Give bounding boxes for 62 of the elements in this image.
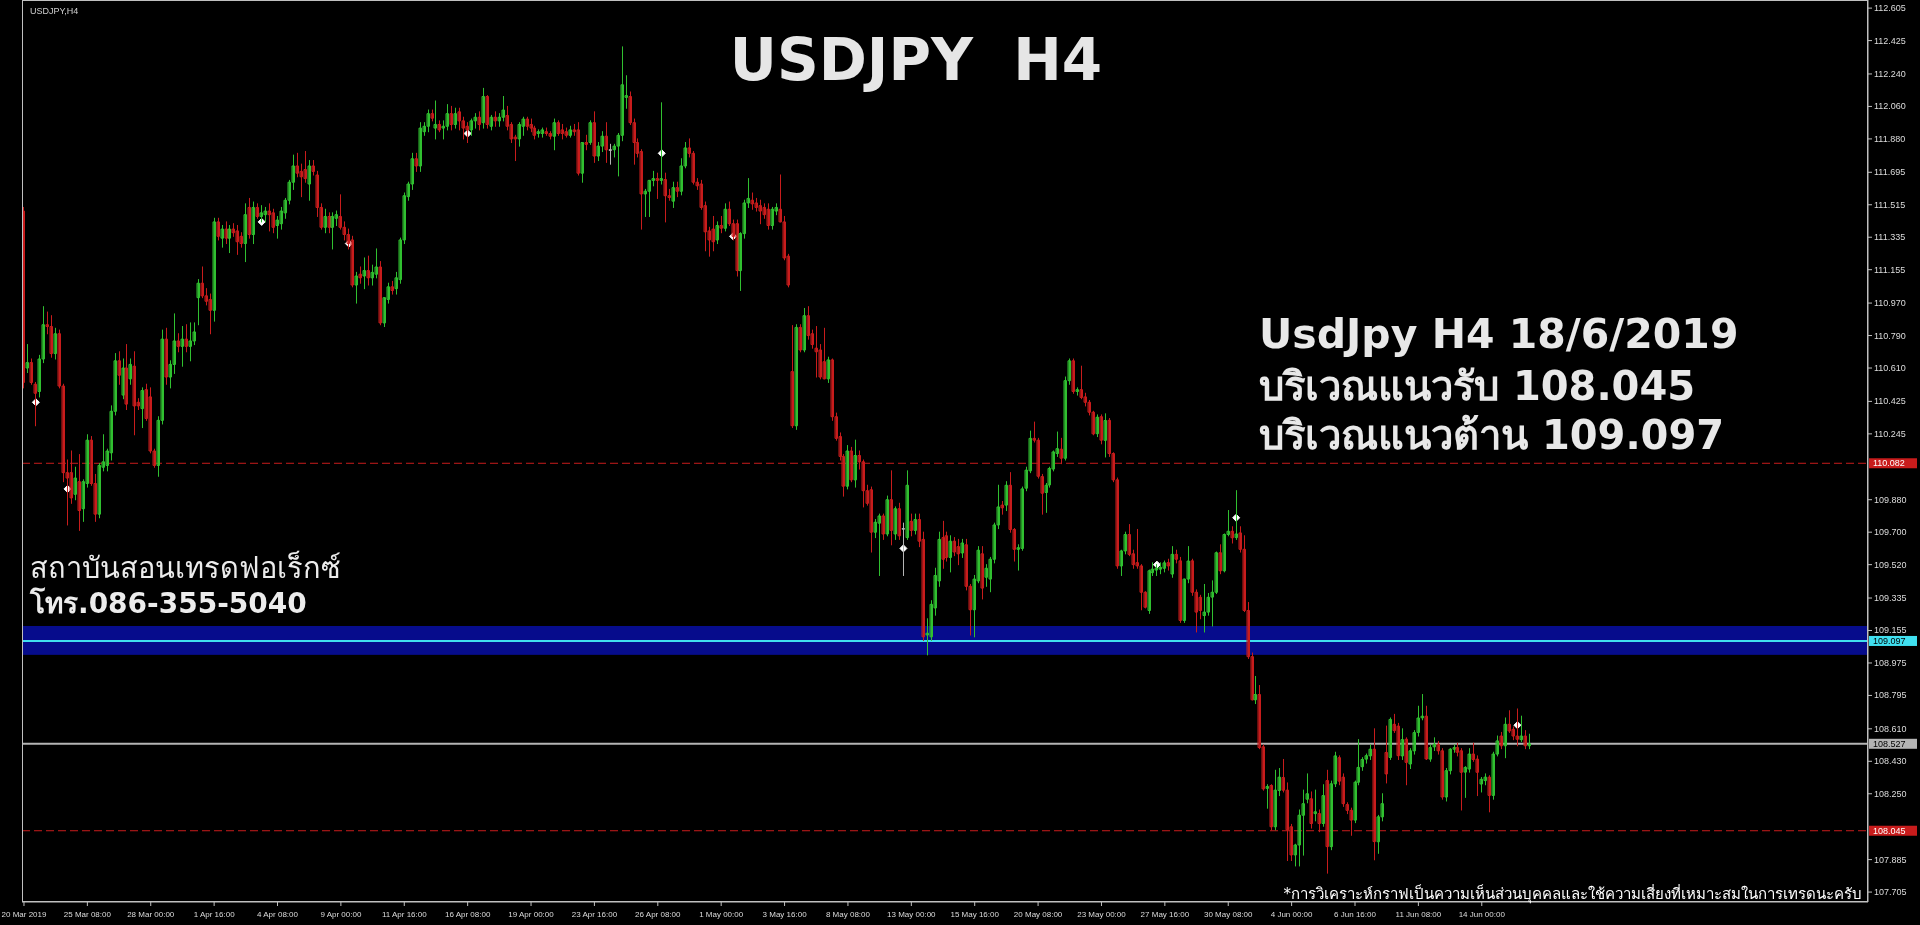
y-tick-label: 109.520	[1874, 559, 1907, 570]
ref-line-label: 108.045	[1873, 825, 1906, 836]
ref-line-label: 109.097	[1873, 635, 1906, 646]
x-tick-label: 23 May 00:00	[1077, 910, 1126, 919]
ref-line-label: 110.082	[1873, 458, 1905, 469]
y-tick-label: 111.515	[1874, 199, 1906, 210]
annotation: บริเวณแนวต้าน 109.097	[1259, 412, 1725, 458]
y-tick-label: 107.885	[1874, 854, 1907, 865]
y-tick-label: 109.880	[1874, 494, 1907, 505]
x-tick-label: 6 Jun 16:00	[1334, 910, 1376, 919]
y-tick-label: 111.695	[1874, 167, 1906, 178]
x-tick-label: 19 Apr 00:00	[508, 910, 554, 919]
y-tick-label: 112.060	[1874, 101, 1906, 112]
y-tick-label: 111.155	[1874, 264, 1906, 275]
x-tick-label: 13 May 00:00	[887, 910, 936, 919]
x-tick-label: 9 Apr 00:00	[320, 910, 362, 919]
x-tick-label: 28 Mar 00:00	[127, 910, 175, 919]
ref-line-label: 108.527	[1873, 738, 1906, 749]
annotation: UsdJpy H4 18/6/2019	[1259, 310, 1739, 358]
y-tick-label: 112.605	[1874, 3, 1906, 14]
y-tick-label: 110.245	[1874, 428, 1906, 439]
y-tick-label: 107.705	[1874, 887, 1907, 898]
x-tick-label: 30 May 08:00	[1204, 910, 1253, 919]
x-tick-label: 20 Mar 2019	[1, 910, 47, 919]
y-tick-label: 109.700	[1874, 527, 1907, 538]
y-tick-label: 108.610	[1874, 723, 1907, 734]
y-tick-label: 108.795	[1874, 690, 1907, 701]
y-tick-label: 110.790	[1874, 330, 1906, 341]
annotation: บริเวณแนวรับ 108.045	[1259, 363, 1696, 409]
y-tick-label: 108.250	[1874, 788, 1907, 799]
y-tick-label: 110.425	[1874, 396, 1906, 407]
x-tick-label: 4 Jun 00:00	[1270, 910, 1313, 919]
y-tick-label: 110.970	[1874, 298, 1906, 309]
x-tick-label: 25 Mar 08:00	[63, 910, 111, 919]
x-tick-label: 20 May 08:00	[1013, 910, 1063, 919]
annotation: โทร.086-355-5040	[30, 587, 307, 620]
x-tick-label: 1 May 00:00	[699, 910, 744, 919]
x-tick-label: 11 Jun 08:00	[1395, 910, 1442, 919]
y-tick-label: 109.335	[1874, 593, 1907, 604]
x-tick-label: 27 May 16:00	[1140, 910, 1190, 919]
x-tick-label: 15 May 16:00	[950, 910, 999, 919]
x-tick-label: 23 Apr 16:00	[571, 910, 618, 919]
x-tick-label: 11 Apr 16:00	[381, 910, 427, 919]
y-tick-label: 108.430	[1874, 756, 1907, 767]
x-tick-label: 16 Apr 08:00	[444, 910, 491, 919]
title: USDJPY H4	[729, 26, 1103, 94]
y-tick-label: 108.975	[1874, 657, 1907, 668]
y-tick-label: 110.610	[1874, 363, 1906, 373]
x-tick-label: 14 Jun 00:00	[1458, 910, 1505, 919]
annotation: *การวิเคราะห์กราฟเป็นความเห็นส่วนบุคคลและใช้ความเสี่ยงที่เหมาะสมในการเทรดนะครับ	[1283, 885, 1862, 903]
y-tick-label: 111.880	[1874, 133, 1906, 144]
annotation: USDJPY,H4	[30, 6, 79, 16]
x-tick-label: 26 Apr 08:00	[635, 910, 681, 919]
x-tick-label: 3 May 16:00	[762, 910, 807, 919]
annotation: สถาบันสอนเทรดฟอเร็กซ์	[30, 551, 341, 585]
x-tick-label: 1 Apr 16:00	[193, 910, 235, 919]
y-tick-label: 111.335	[1874, 232, 1906, 243]
x-tick-label: 4 Apr 08:00	[257, 910, 298, 919]
y-tick-label: 112.240	[1874, 68, 1906, 79]
y-tick-label: 109.155	[1874, 625, 1907, 636]
x-tick-label: 8 May 08:00	[825, 910, 870, 919]
y-tick-label: 112.425	[1874, 35, 1906, 46]
